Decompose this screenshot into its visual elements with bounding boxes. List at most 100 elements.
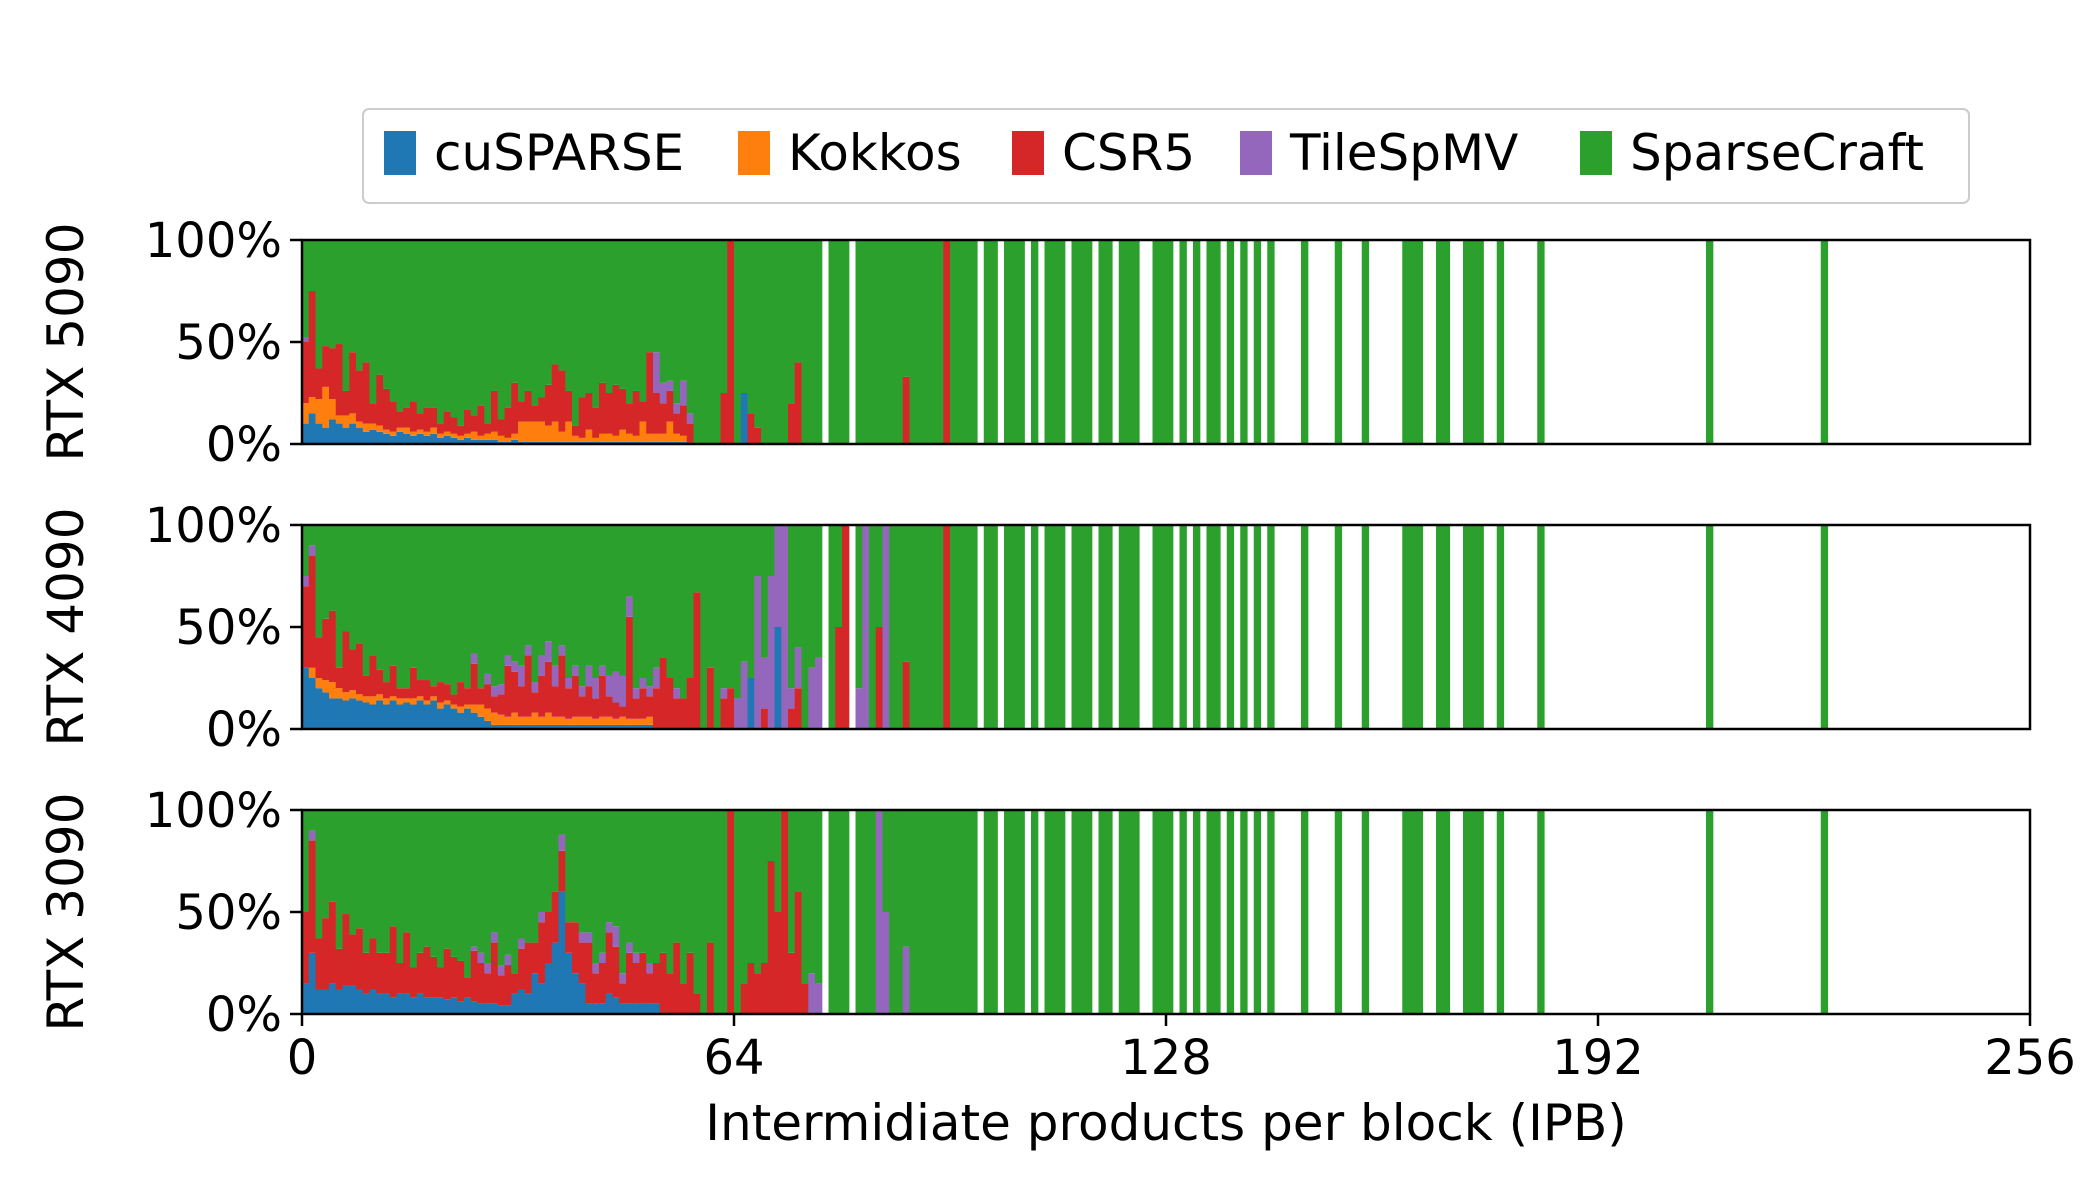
bar-ipb-47 [619, 810, 627, 1014]
bar-segment-csr5 [511, 973, 519, 994]
bar-segment-sparsecraft [673, 240, 681, 404]
bar-ipb-14 [396, 240, 404, 444]
bar-segment-cusparse [416, 700, 425, 729]
bar-ipb-105 [1010, 240, 1019, 444]
bar-segment-cusparse [308, 678, 317, 729]
bar-ipb-36 [545, 810, 553, 1014]
bar-segment-sparsecraft [1004, 525, 1012, 729]
bar-segment-csr5 [599, 675, 607, 717]
bar-ipb-23 [457, 525, 465, 729]
bar-segment-sparsecraft [693, 240, 701, 444]
bar-segment-sparsecraft [403, 525, 411, 689]
bar-segment-csr5 [410, 667, 418, 699]
bar-ipb-44 [599, 525, 607, 729]
bar-segment-kokkos [362, 696, 371, 703]
bar-segment-cusparse [369, 704, 377, 729]
bar-ipb-40 [572, 810, 580, 1014]
bar-ipb-78 [828, 525, 836, 729]
bar-segment-sparsecraft [653, 810, 661, 963]
bar-segment-sparsecraft [383, 810, 391, 953]
bar-ipb-157 [1361, 810, 1370, 1014]
bar-segment-cusparse [572, 973, 580, 1014]
bar-segment-csr5 [659, 403, 668, 434]
bar-segment-kokkos [302, 403, 310, 424]
bar-segment-kokkos [626, 718, 634, 725]
bar-segment-sparsecraft [1017, 240, 1025, 444]
x-tick-label: 0 [287, 1030, 318, 1086]
bar-segment-sparsecraft [1706, 525, 1714, 729]
bar-ipb-92 [923, 525, 931, 729]
bar-segment-sparsecraft [842, 240, 850, 444]
bar-ipb-48 [626, 240, 634, 444]
bar-segment-cusparse [430, 433, 438, 444]
bar-ipb-42 [585, 810, 593, 1014]
bar-segment-csr5 [356, 370, 364, 422]
bar-ipb-66 [747, 525, 755, 729]
bar-ipb-143 [1267, 240, 1275, 444]
bar-ipb-130 [1179, 240, 1187, 444]
bar-ipb-169 [1442, 525, 1451, 729]
bar-segment-kokkos [531, 421, 539, 442]
bar-segment-sparsecraft [1058, 240, 1066, 444]
bar-segment-tilespmv [308, 545, 317, 556]
bar-segment-sparsecraft [707, 240, 715, 444]
bar-segment-sparsecraft [1166, 810, 1174, 1014]
panel-rtx-4090: 0% 50% 100% RTX 4090 [37, 498, 2032, 758]
bar-ipb-137 [1226, 240, 1235, 444]
bar-segment-csr5 [389, 401, 398, 432]
bar-segment-cusparse [322, 989, 330, 1014]
bar-ipb-72 [788, 525, 796, 729]
bar-segment-csr5 [619, 983, 627, 1004]
bar-segment-csr5 [396, 963, 404, 994]
bar-ipb-76 [815, 525, 823, 729]
bar-segment-sparsecraft [815, 810, 823, 984]
bar-segment-tilespmv [558, 645, 566, 656]
bar-segment-cusparse [551, 942, 560, 1014]
bar-segment-sparsecraft [896, 525, 904, 729]
bar-segment-kokkos [389, 431, 398, 436]
bar-segment-csr5 [605, 393, 614, 434]
bar-ipb-50 [639, 240, 647, 444]
bar-ipb-115 [1078, 525, 1086, 729]
bar-ipb-25 [470, 525, 479, 729]
bar-segment-kokkos [389, 696, 398, 701]
bar-segment-sparsecraft [909, 810, 917, 1014]
bar-ipb-92 [923, 810, 931, 1014]
bar-segment-cusparse [578, 983, 587, 1014]
bar-segment-csr5 [335, 344, 344, 416]
bar-segment-sparsecraft [619, 240, 627, 389]
bar-segment-sparsecraft [551, 810, 560, 892]
bar-segment-sparsecraft [990, 810, 998, 1014]
bar-segment-cusparse [477, 716, 485, 729]
bar-segment-sparsecraft [956, 240, 965, 444]
bar-ipb-51 [646, 525, 654, 729]
bar-ipb-49 [632, 810, 641, 1014]
bar-segment-sparsecraft [1240, 240, 1248, 444]
bar-segment-csr5 [551, 364, 560, 422]
bar-ipb-17 [416, 525, 425, 729]
bar-segment-sparsecraft [545, 810, 553, 912]
bar-segment-sparsecraft [788, 240, 796, 404]
bar-segment-sparsecraft [545, 240, 553, 385]
bar-segment-kokkos [565, 718, 573, 725]
bar-ipb-41 [578, 810, 587, 1014]
panel-rtx-5090: 0% 50% 100% RTX 5090 [37, 213, 2032, 473]
bar-segment-csr5 [740, 983, 749, 1014]
bar-segment-tilespmv [605, 675, 614, 697]
bar-segment-sparsecraft [896, 810, 904, 1014]
bar-segment-sparsecraft [916, 525, 924, 729]
bar-segment-sparsecraft [693, 810, 701, 994]
bar-segment-sparsecraft [1118, 240, 1127, 444]
bar-segment-kokkos [477, 704, 485, 717]
bar-segment-cusparse [376, 993, 384, 1014]
bar-segment-sparsecraft [950, 810, 958, 1014]
bar-ipb-89 [902, 810, 911, 1014]
bar-ipb-57 [686, 525, 695, 729]
bar-ipb-157 [1361, 525, 1370, 729]
bar-segment-csr5 [727, 688, 735, 729]
bar-segment-sparsecraft [754, 810, 762, 974]
bar-segment-kokkos [659, 433, 668, 442]
bar-segment-sparsecraft [1105, 240, 1113, 444]
bar-segment-cusparse [558, 891, 566, 1014]
bar-ipb-19 [430, 810, 438, 1014]
